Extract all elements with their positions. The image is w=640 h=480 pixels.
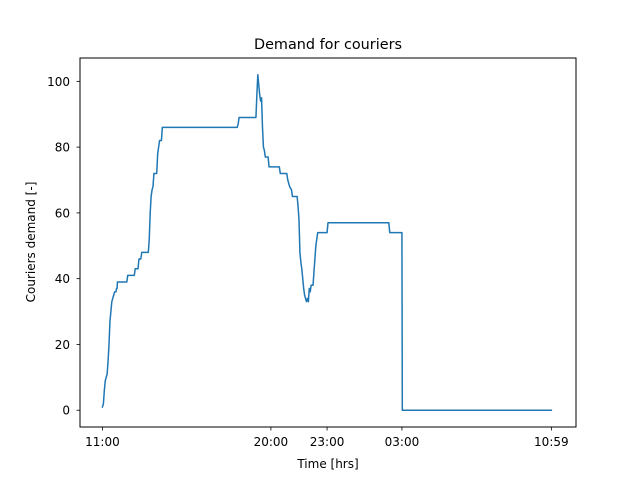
x-axis-label: Time [hrs]	[296, 457, 358, 471]
x-axis: 11:00 20:00 23:00 03:00 10:59	[85, 427, 569, 449]
x-tick-label-4: 10:59	[534, 435, 569, 449]
x-tick-label-3: 03:00	[385, 435, 420, 449]
y-tick-label-4: 80	[55, 141, 70, 155]
x-tick-label-2: 23:00	[310, 435, 345, 449]
plot-content	[101, 74, 553, 411]
plot-frame	[79, 57, 577, 428]
y-tick-label-0: 0	[62, 404, 70, 418]
y-tick-label-5: 100	[47, 75, 70, 89]
y-tick-label-1: 20	[55, 338, 70, 352]
x-tick-label-0: 11:00	[85, 435, 120, 449]
y-axis-label: Couriers demand [-]	[24, 182, 38, 303]
y-axis: 0 20 40 60 80 100	[47, 75, 80, 418]
x-tick-label-1: 20:00	[254, 435, 289, 449]
y-tick-label-3: 60	[55, 206, 70, 220]
chart-title: Demand for couriers	[254, 37, 402, 53]
y-tick-label-2: 40	[55, 272, 70, 286]
series-line-0	[101, 74, 553, 411]
